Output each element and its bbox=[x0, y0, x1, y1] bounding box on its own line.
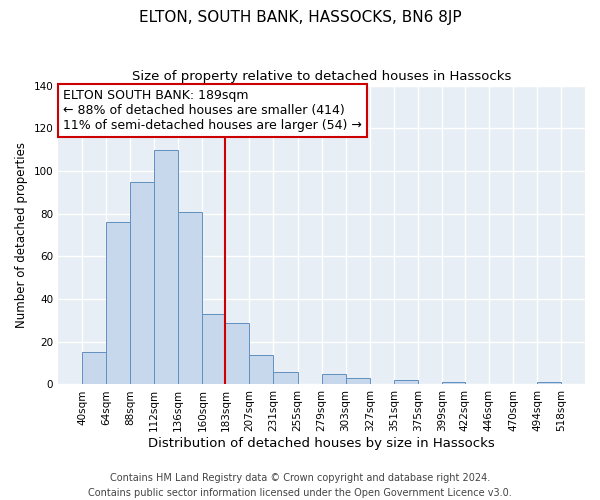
Bar bbox=[226, 322, 250, 384]
Bar bbox=[250, 354, 274, 384]
Text: Contains HM Land Registry data © Crown copyright and database right 2024.
Contai: Contains HM Land Registry data © Crown c… bbox=[88, 472, 512, 498]
X-axis label: Distribution of detached houses by size in Hassocks: Distribution of detached houses by size … bbox=[148, 437, 495, 450]
Bar bbox=[202, 314, 226, 384]
Bar bbox=[130, 182, 154, 384]
Bar bbox=[442, 382, 465, 384]
Title: Size of property relative to detached houses in Hassocks: Size of property relative to detached ho… bbox=[132, 70, 511, 83]
Bar bbox=[154, 150, 178, 384]
Bar bbox=[394, 380, 418, 384]
Text: ELTON SOUTH BANK: 189sqm
← 88% of detached houses are smaller (414)
11% of semi-: ELTON SOUTH BANK: 189sqm ← 88% of detach… bbox=[64, 88, 362, 132]
Bar bbox=[322, 374, 346, 384]
Bar bbox=[106, 222, 130, 384]
Bar bbox=[537, 382, 561, 384]
Bar bbox=[178, 212, 202, 384]
Bar bbox=[82, 352, 106, 384]
Bar bbox=[274, 372, 298, 384]
Text: ELTON, SOUTH BANK, HASSOCKS, BN6 8JP: ELTON, SOUTH BANK, HASSOCKS, BN6 8JP bbox=[139, 10, 461, 25]
Y-axis label: Number of detached properties: Number of detached properties bbox=[15, 142, 28, 328]
Bar bbox=[346, 378, 370, 384]
